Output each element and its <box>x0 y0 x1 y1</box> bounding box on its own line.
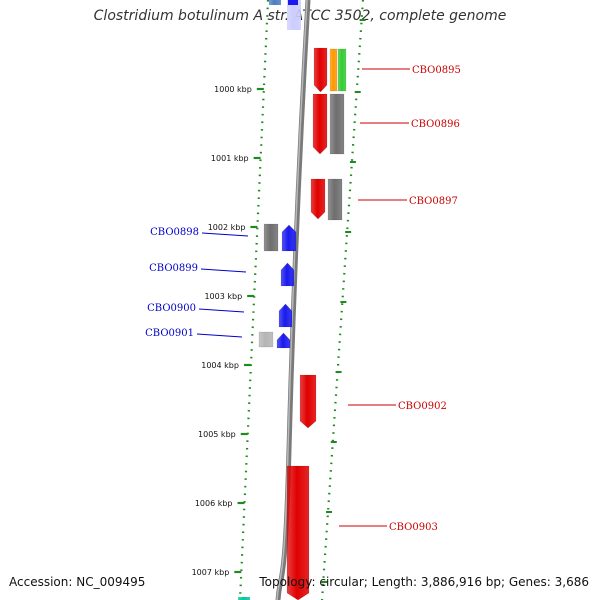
forward-gene-label[interactable]: CBO0895 <box>412 65 461 76</box>
scale-tick-label: 1001 kbp <box>211 154 249 163</box>
inner-ring <box>238 0 270 600</box>
accession-text: Accession: NC_009495 <box>9 575 146 589</box>
forward-gene-label[interactable]: CBO0896 <box>411 119 460 130</box>
forward-gene-block[interactable] <box>327 178 343 221</box>
scale-tick-label: 1005 kbp <box>198 430 236 439</box>
forward-gene-arrow[interactable] <box>313 47 328 93</box>
scale-tick-label: 1004 kbp <box>201 361 239 370</box>
forward-gene-block[interactable] <box>337 48 347 92</box>
forward-gene-arrow[interactable] <box>310 178 326 220</box>
chromosome-backbone-highlight <box>276 0 308 600</box>
scale-tick-label: 1007 kbp <box>192 568 230 577</box>
reverse-gene-arrow[interactable] <box>280 262 295 287</box>
forward-gene-label[interactable]: CBO0902 <box>398 401 447 412</box>
forward-gene-label[interactable]: CBO0897 <box>409 196 458 207</box>
gene-label-leader <box>196 333 243 338</box>
partial-gene-block[interactable] <box>238 597 250 600</box>
outer-ring <box>320 0 365 600</box>
reverse-gene-block[interactable] <box>263 223 279 252</box>
gene-label-leader <box>198 308 245 313</box>
forward-gene-label[interactable]: CBO0903 <box>389 522 438 533</box>
scale-tick-label: 1000 kbp <box>214 85 252 94</box>
reverse-gene-label[interactable]: CBO0900 <box>147 303 196 314</box>
partial-gene-block[interactable] <box>269 0 281 5</box>
scale-tick-label: 1003 kbp <box>204 292 242 301</box>
forward-gene-block[interactable] <box>329 48 338 92</box>
reverse-gene-arrow[interactable] <box>278 303 293 328</box>
partial-gene-block[interactable] <box>287 0 301 30</box>
genome-summary-text: Topology: circular; Length: 3,886,916 bp… <box>259 575 589 589</box>
gene-label-leader <box>200 268 247 273</box>
scale-tick-label: 1002 kbp <box>208 223 246 232</box>
gene-label-leader <box>201 232 249 237</box>
reverse-gene-arrow[interactable] <box>276 332 291 349</box>
reverse-gene-label[interactable]: CBO0901 <box>145 328 194 339</box>
forward-gene-arrow[interactable] <box>286 465 310 600</box>
reverse-gene-block[interactable] <box>258 331 274 348</box>
forward-gene-arrow[interactable] <box>312 93 328 155</box>
partial-gene-block[interactable] <box>288 0 298 5</box>
scale-tick-label: 1006 kbp <box>195 499 233 508</box>
forward-gene-arrow[interactable] <box>299 374 317 429</box>
forward-gene-block[interactable] <box>329 93 345 155</box>
reverse-gene-label[interactable]: CBO0899 <box>149 263 198 274</box>
reverse-gene-arrow[interactable] <box>281 224 297 252</box>
reverse-gene-label[interactable]: CBO0898 <box>150 227 199 238</box>
chromosome-backbone <box>275 0 311 600</box>
